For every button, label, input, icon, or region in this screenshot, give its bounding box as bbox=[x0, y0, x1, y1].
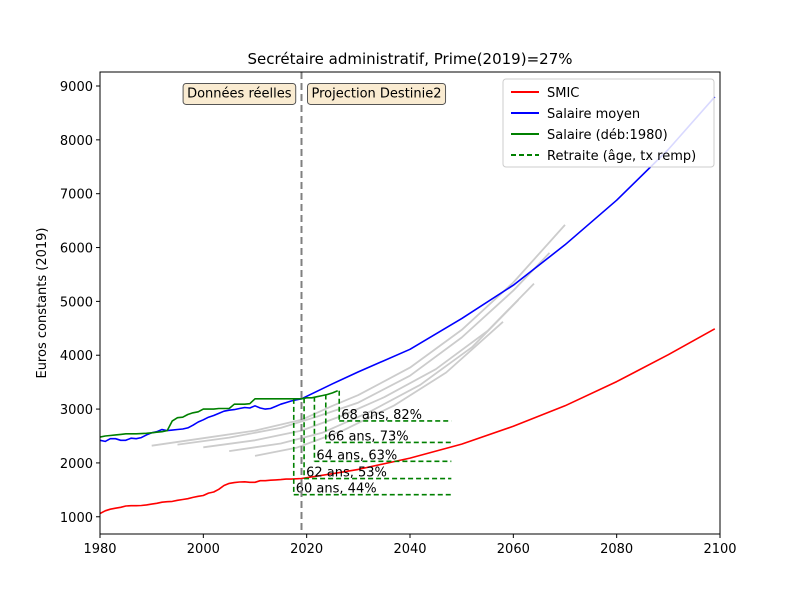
y-axis-label: Euros constants (2019) bbox=[35, 227, 50, 378]
y-tick-label: 6000 bbox=[60, 242, 93, 257]
cohort-line bbox=[177, 252, 551, 446]
retirement-lines: 60 ans, 44%62 ans, 53% 64 ans, 63% 66 ans,… bbox=[292, 390, 452, 497]
legend-label: Retraite (âge, tx remp) bbox=[547, 149, 696, 164]
cohort-line bbox=[203, 282, 535, 449]
retirement-label: 66 ans, 73% bbox=[328, 429, 409, 444]
annotation-label: Données réelles bbox=[187, 86, 292, 101]
y-tick-label: 3000 bbox=[60, 403, 93, 418]
series-line-0 bbox=[100, 328, 716, 515]
main-series bbox=[100, 96, 716, 515]
annotation-box bbox=[182, 82, 297, 105]
cohort-line bbox=[229, 299, 520, 452]
cohort-line bbox=[254, 321, 504, 457]
cohort-line bbox=[151, 224, 566, 447]
y-tick-label: 7000 bbox=[60, 188, 93, 203]
cohort-lines bbox=[151, 224, 566, 457]
x-tick-label: 2020 bbox=[290, 542, 323, 557]
y-tick-label: 5000 bbox=[60, 295, 93, 310]
x-tick-label: 2000 bbox=[187, 542, 220, 557]
y-tick-label: 8000 bbox=[60, 134, 93, 149]
legend: SMIC Salaire moyen Salaire (déb:1980) Retra… bbox=[502, 78, 715, 168]
y-tick-label: 9000 bbox=[60, 80, 93, 95]
x-tick-label: 2100 bbox=[703, 542, 736, 557]
retirement-label: 62 ans, 53% bbox=[306, 466, 387, 481]
legend-box bbox=[502, 78, 715, 168]
annotation-label: Projection Destinie2 bbox=[312, 86, 442, 101]
y-tick-label: 4000 bbox=[60, 349, 93, 364]
x-tick-label: 1980 bbox=[83, 542, 116, 557]
retirement-label: 68 ans, 82% bbox=[341, 408, 422, 423]
legend-label: Salaire (déb:1980) bbox=[547, 128, 668, 143]
retirement-label: 64 ans, 63% bbox=[316, 448, 397, 463]
y-tick-label: 2000 bbox=[60, 457, 93, 472]
legend-label: SMIC bbox=[547, 86, 579, 101]
x-tick-label: 2040 bbox=[393, 542, 426, 557]
chart-title: Secrétaire administratif, Prime(2019)=27… bbox=[248, 50, 573, 68]
annotation-box bbox=[307, 82, 447, 105]
series-line-1 bbox=[100, 96, 716, 443]
series-line-2 bbox=[100, 390, 338, 438]
annotations: Données réelles Projection Destinie2 bbox=[182, 82, 447, 105]
x-tick-label: 2080 bbox=[600, 542, 633, 557]
axes: 1980 2000 2020 2040 2060 2080 2100 1000 2000 3000… bbox=[60, 80, 737, 557]
retirement-label: 60 ans, 44% bbox=[296, 482, 377, 497]
legend-label: Salaire moyen bbox=[547, 107, 640, 122]
x-tick-label: 2060 bbox=[497, 542, 530, 557]
y-tick-label: 1000 bbox=[60, 511, 93, 526]
